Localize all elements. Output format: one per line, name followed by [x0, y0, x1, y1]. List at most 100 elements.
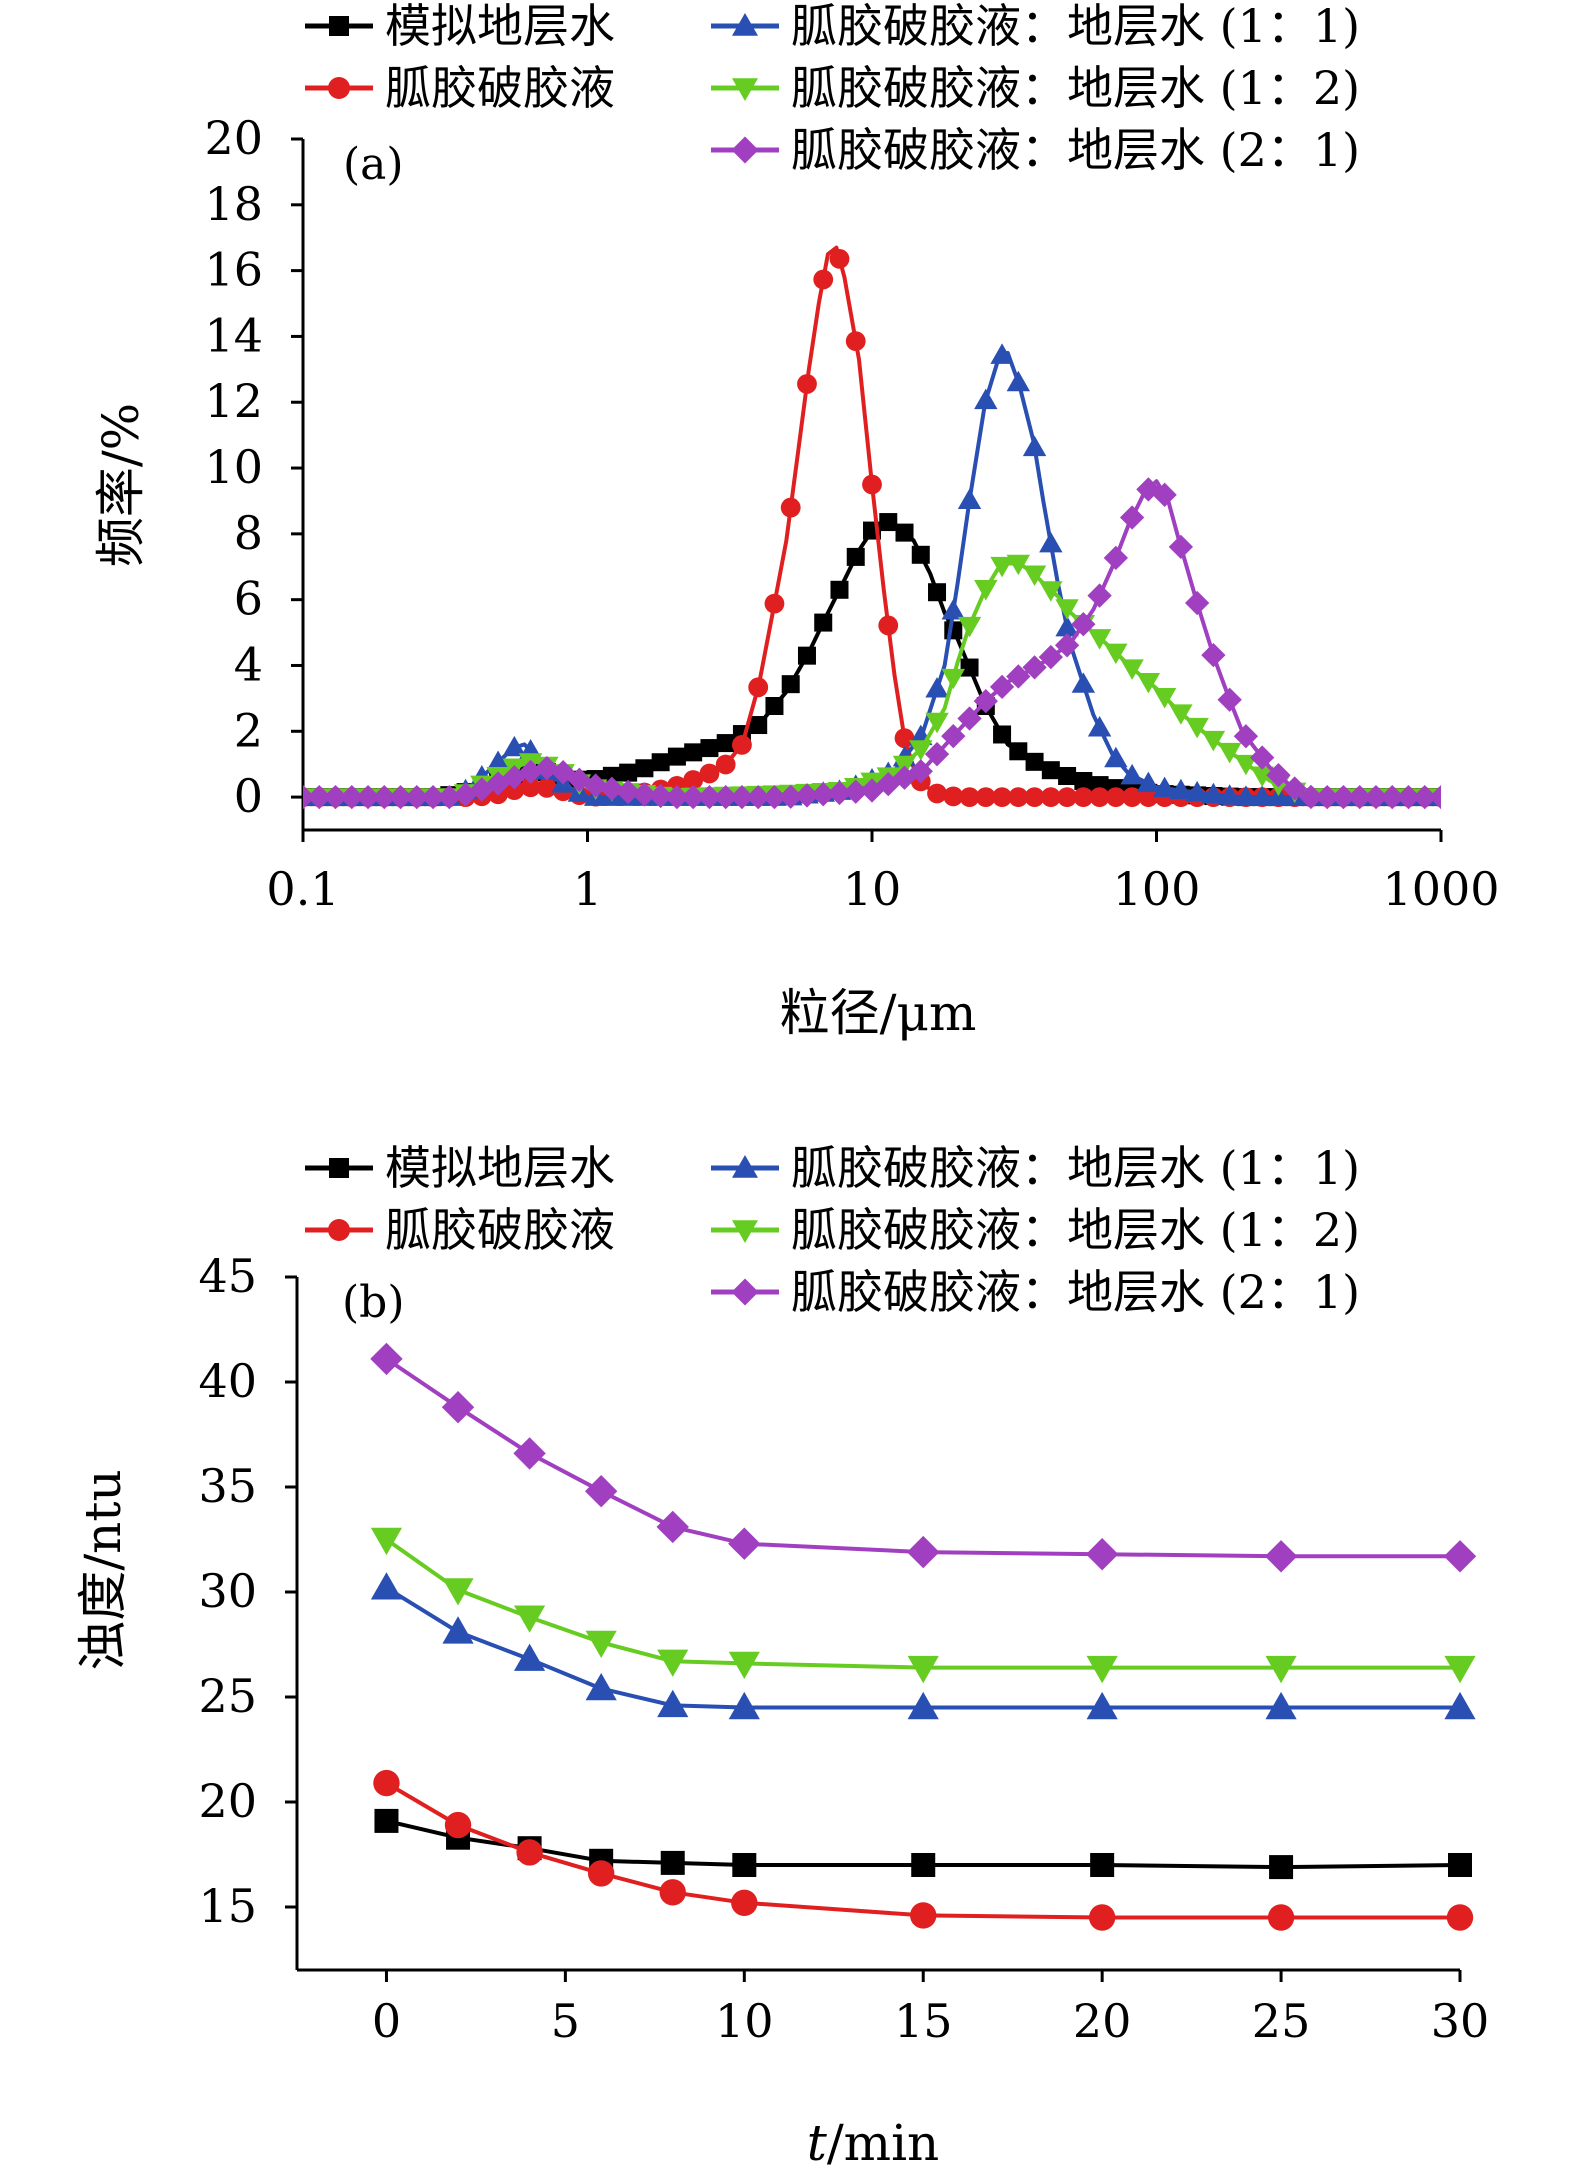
data-point: [941, 599, 965, 620]
data-point: [1298, 784, 1324, 810]
data-point: [1040, 787, 1061, 807]
legend-item: 胍胶破胶液：地层水 (1：1): [711, 0, 1360, 53]
legend-swatch-marker: [329, 16, 349, 36]
data-point: [444, 1811, 472, 1839]
data-point: [486, 750, 510, 771]
series-line: [385, 1537, 1460, 1670]
data-point: [862, 474, 882, 495]
data-point: [1058, 767, 1077, 786]
y-tick-label: 2: [234, 703, 263, 757]
legend-swatch-marker: [731, 1278, 759, 1306]
data-point: [355, 784, 381, 810]
x-tick-label: 5: [551, 1994, 580, 2048]
series-line: [303, 561, 1441, 800]
data-point: [1136, 672, 1161, 694]
data-point: [1347, 784, 1372, 810]
data-point: [1234, 785, 1258, 806]
legend-swatch-marker: [732, 1155, 758, 1178]
series-4: [303, 477, 1441, 810]
legend-swatch-marker: [328, 1219, 350, 1241]
data-point: [1136, 771, 1161, 793]
data-point: [442, 1616, 474, 1644]
legend-swatch-marker: [731, 136, 759, 164]
data-point: [684, 743, 703, 762]
data-point: [1120, 763, 1144, 785]
data-point: [1009, 742, 1028, 761]
data-point: [1041, 761, 1060, 780]
data-point: [1217, 742, 1242, 764]
data-point: [1201, 730, 1226, 752]
data-point: [975, 787, 996, 807]
data-point: [1055, 615, 1079, 637]
panel-label: (b): [342, 1277, 405, 1328]
data-point: [1315, 784, 1340, 810]
data-point: [749, 716, 768, 735]
data-point: [667, 747, 686, 766]
data-point: [925, 712, 949, 734]
data-point: [895, 523, 914, 542]
data-point: [1054, 633, 1080, 658]
legend-label: 胍胶破胶液：地层水 (1：1): [791, 0, 1360, 53]
data-point: [728, 1527, 761, 1560]
data-point: [924, 742, 950, 767]
data-point: [1071, 612, 1096, 637]
data-point: [732, 1853, 757, 1877]
data-point: [925, 677, 949, 698]
data-point: [1022, 435, 1047, 457]
data-point: [829, 248, 850, 269]
data-point: [778, 784, 803, 809]
data-point: [908, 759, 933, 784]
data-point: [973, 689, 998, 714]
x-axis-title-var: t: [807, 2114, 828, 2172]
data-point: [764, 593, 785, 614]
data-point: [894, 728, 915, 749]
data-point: [928, 583, 947, 602]
x-tick-label: 100: [1113, 862, 1201, 916]
data-point: [697, 784, 722, 810]
data-point: [990, 556, 1014, 578]
data-point: [1266, 762, 1291, 788]
data-point: [1071, 672, 1096, 693]
series-line: [386, 1818, 1461, 1870]
legend-swatch-marker: [732, 1220, 758, 1243]
data-point: [437, 784, 462, 810]
series-4: [370, 1342, 1477, 1573]
legend-swatch-marker: [328, 77, 350, 99]
y-tick-label: 35: [198, 1459, 257, 1513]
data-point: [615, 779, 641, 805]
y-tick-label: 45: [198, 1249, 257, 1303]
data-point: [731, 1889, 758, 1917]
data-point: [602, 766, 621, 785]
data-point: [659, 1879, 686, 1906]
y-tick-label: 12: [204, 374, 263, 428]
data-point: [797, 646, 816, 665]
series-1: [373, 1769, 1474, 1931]
data-point: [1024, 787, 1045, 807]
x-tick-label: 20: [1073, 1994, 1132, 2048]
data-point: [339, 784, 364, 810]
data-point: [1233, 724, 1259, 749]
legend-label: 胍胶破胶液：地层水 (1：2): [791, 1203, 1360, 1257]
data-point: [534, 756, 560, 781]
data-point: [907, 1535, 940, 1569]
data-point: [373, 1769, 400, 1797]
data-point: [1103, 545, 1129, 571]
data-point: [1090, 1853, 1115, 1877]
data-point: [1217, 687, 1242, 712]
data-point: [648, 783, 673, 809]
data-point: [957, 616, 982, 638]
data-point: [657, 1689, 689, 1718]
data-point: [518, 759, 543, 785]
panel-label: (a): [343, 139, 404, 190]
data-point: [713, 784, 738, 810]
data-point: [585, 1673, 617, 1701]
y-tick-label: 6: [234, 572, 263, 626]
data-point: [910, 1902, 937, 1929]
series-3: [370, 1527, 1476, 1684]
data-point: [1006, 554, 1031, 576]
data-point: [765, 697, 784, 716]
data-point: [1022, 655, 1047, 680]
data-point: [388, 784, 413, 810]
